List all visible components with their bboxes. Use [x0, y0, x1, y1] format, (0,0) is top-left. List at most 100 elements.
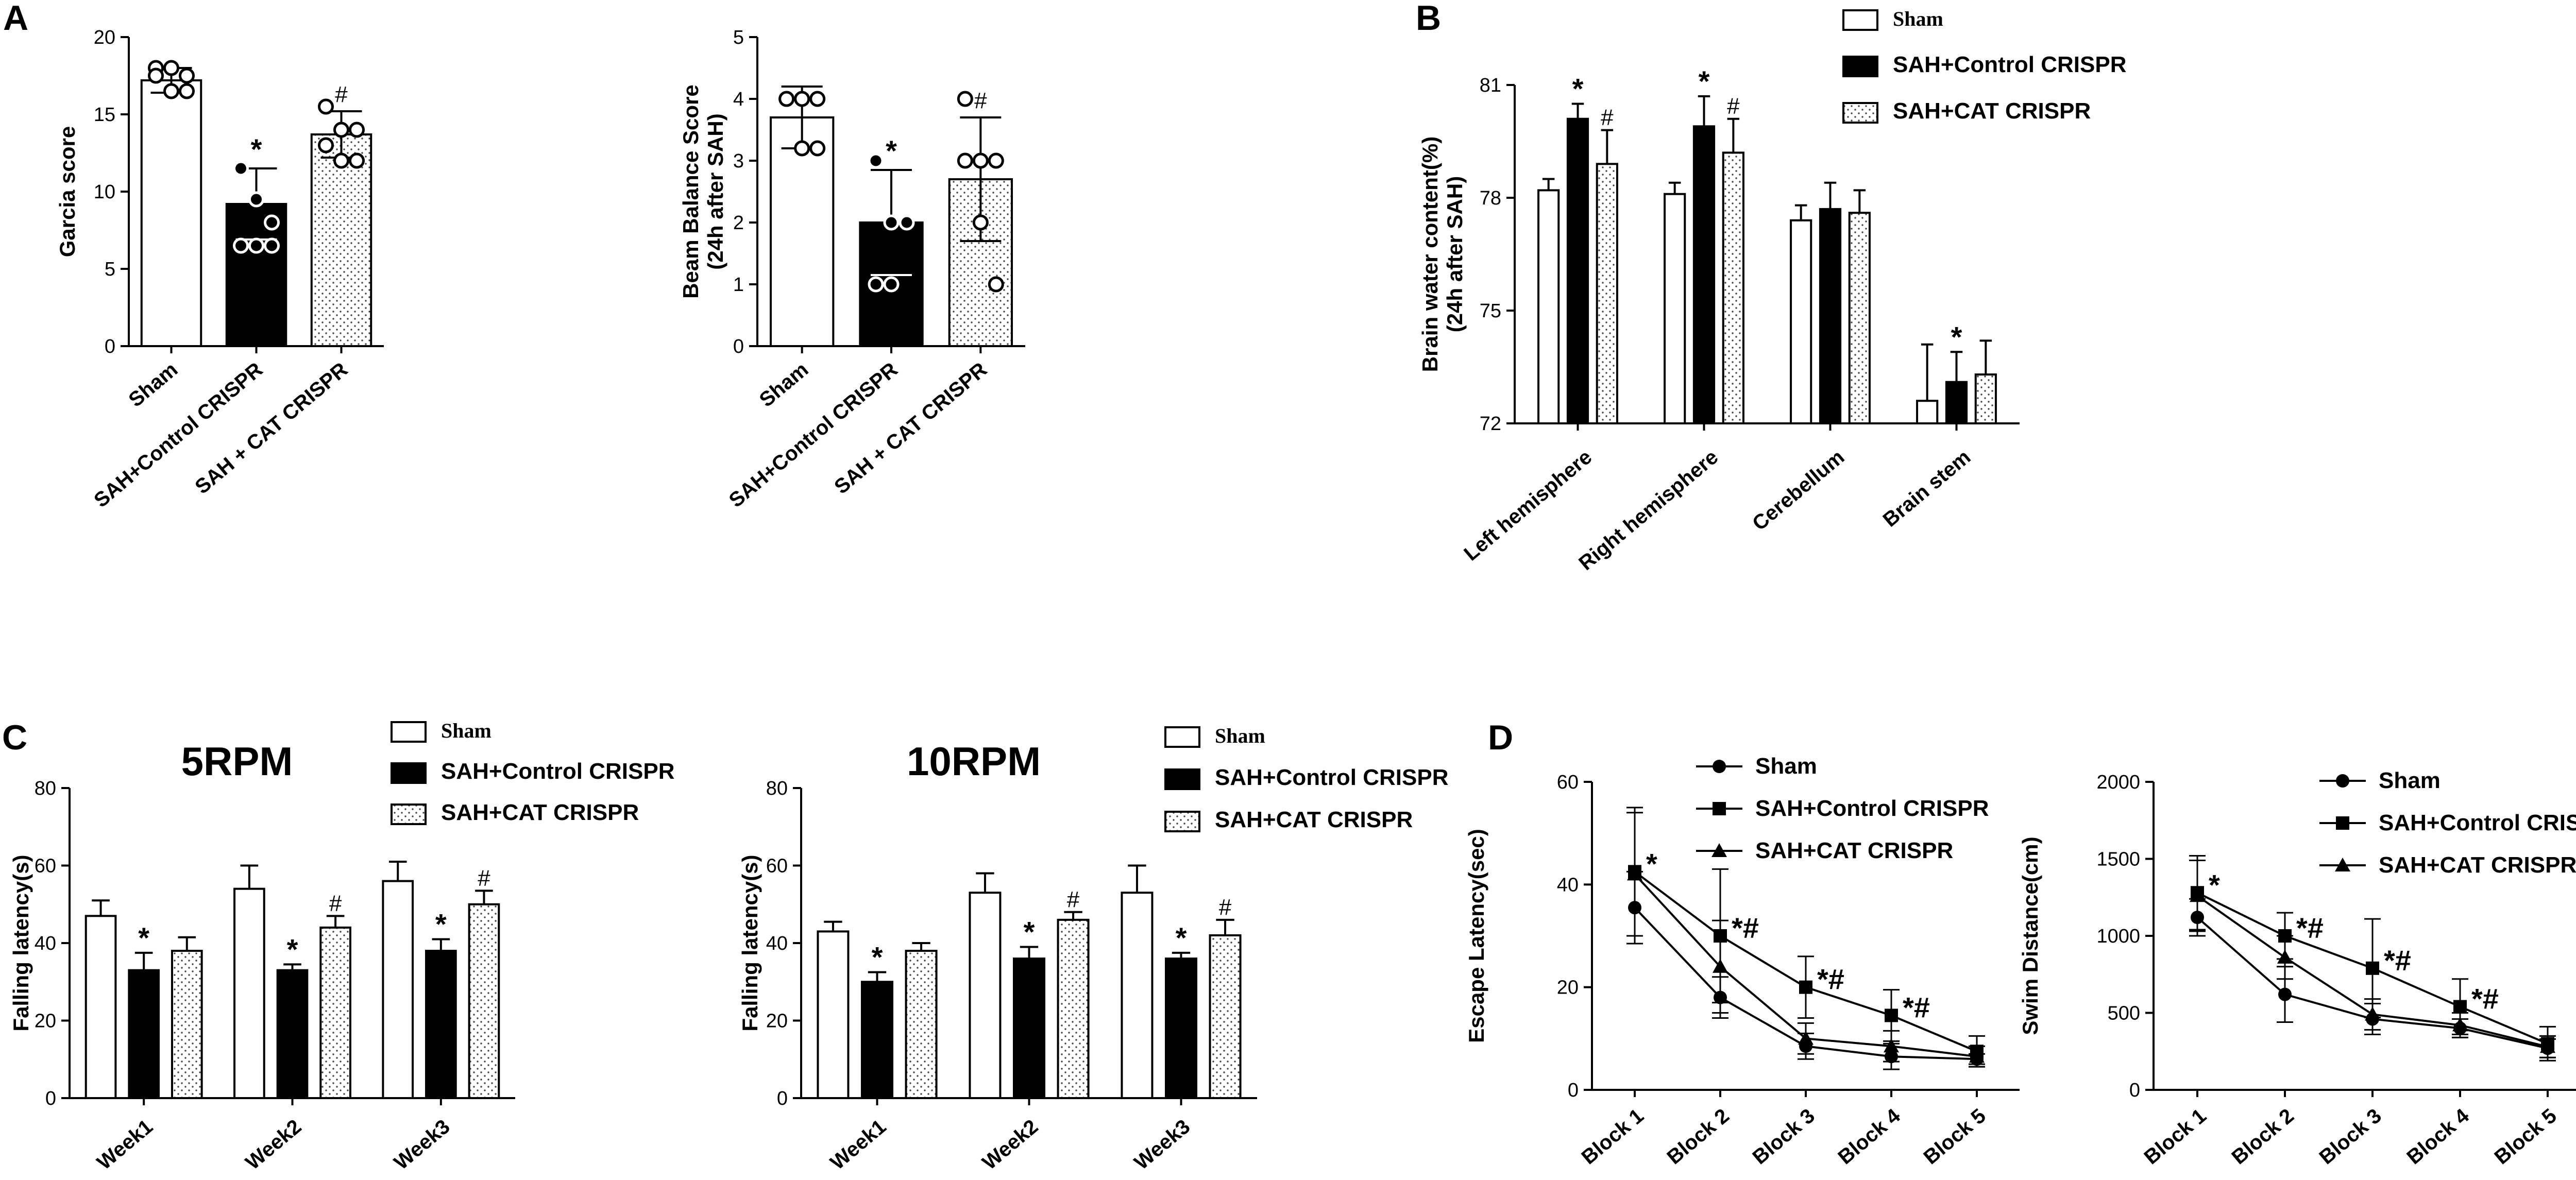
data-point — [794, 140, 810, 157]
y-tick-label: 0 — [2129, 1080, 2140, 1101]
y-axis-label-2: (24h after SAH) — [1443, 176, 1467, 332]
data-point — [1799, 980, 1812, 994]
data-point — [2277, 949, 2293, 964]
chart-brain-water: 72 75 78 81 Brain water content(%) (24h after… — [1418, 65, 2020, 575]
x-tick-label: Week2 — [978, 1115, 1042, 1174]
significance-mark: * — [1699, 65, 1710, 97]
data-point — [233, 237, 249, 254]
y-tick-label: 72 — [1480, 413, 1501, 435]
data-point — [988, 152, 1004, 169]
data-point — [333, 122, 349, 138]
significance-mark: * — [2209, 868, 2220, 901]
data-point — [883, 214, 900, 231]
legend-swatch — [1842, 9, 1878, 31]
legend-swatch — [1164, 726, 1200, 748]
y-tick-label: 20 — [35, 1011, 56, 1032]
data-point — [1885, 1008, 1898, 1022]
data-point — [778, 91, 795, 107]
legend-marker — [1713, 760, 1726, 773]
bar — [1537, 189, 1560, 424]
data-point — [1627, 866, 1642, 881]
bar — [276, 969, 309, 1100]
x-tick-label: Block 1 — [2140, 1104, 2210, 1169]
y-axis-label: Falling latency(s) — [9, 854, 33, 1031]
bar — [233, 887, 265, 1100]
significance-mark: # — [1601, 105, 1614, 130]
data-point — [318, 98, 334, 115]
data-point — [957, 152, 973, 169]
legend-label-sham: Sham — [1893, 7, 1943, 30]
y-tick-label: 60 — [35, 856, 56, 877]
x-tick-label: Block 5 — [1919, 1104, 1990, 1169]
legend-swatch — [1842, 56, 1878, 77]
y-tick-label: 20 — [766, 1011, 788, 1032]
x-tick-label: SAH+Control CRISPR — [90, 358, 267, 512]
data-point — [868, 276, 884, 293]
data-point — [179, 83, 195, 99]
y-tick-label: 0 — [45, 1088, 56, 1109]
bar — [1790, 219, 1812, 424]
chart-escape-latency: 0 20 40 60 Escape Latency(sec) * *# *# *# Block 1… — [1464, 772, 2020, 1169]
bar — [1848, 212, 1871, 424]
data-point — [2366, 961, 2379, 975]
y-axis-label: Escape Latency(sec) — [1464, 829, 1488, 1043]
chart-garcia-score: 0 5 10 15 20 Garcia score Sham * SAH+Control CRI… — [55, 27, 384, 512]
data-point — [349, 152, 365, 169]
x-tick-label: Week1 — [93, 1115, 157, 1174]
y-tick-label: 0 — [105, 336, 115, 357]
y-tick-label: 20 — [94, 27, 115, 48]
legend-swatch — [391, 762, 427, 784]
y-axis-label: Brain water content(%) — [1418, 136, 1442, 372]
y-tick-label: 2 — [733, 212, 744, 234]
y-tick-label: 20 — [1557, 977, 1579, 999]
significance-mark: # — [1727, 94, 1740, 119]
data-point — [883, 276, 900, 293]
bar — [1819, 208, 1842, 424]
significance-mark: * — [287, 933, 298, 965]
y-tick-label: 3 — [733, 150, 744, 172]
significance-mark: * — [886, 134, 897, 167]
data-point — [1798, 1031, 1814, 1045]
significance-mark: *# — [2471, 983, 2499, 1015]
x-tick-label: Brain stem — [1879, 446, 1975, 532]
y-tick-label: 81 — [1480, 75, 1501, 96]
y-axis-label: Falling latency(s) — [738, 854, 762, 1031]
legend-swatch — [1164, 768, 1200, 790]
chart-title: 10RPM — [907, 739, 1041, 784]
data-point — [899, 214, 915, 231]
significance-mark: * — [1024, 916, 1035, 948]
y-axis-label: Beam Balance Score — [679, 84, 703, 299]
legend-label-control: SAH+Control CRISPR — [1215, 765, 1448, 790]
data-point — [318, 137, 334, 153]
x-tick-label: Block 3 — [1748, 1104, 1819, 1169]
y-tick-label: 40 — [35, 933, 56, 954]
y-tick-label: 60 — [1557, 772, 1579, 793]
y-tick-label: 1000 — [2096, 926, 2140, 947]
data-point — [163, 60, 179, 76]
significance-mark: * — [435, 908, 447, 940]
legend-marker — [2336, 774, 2349, 788]
significance-mark: * — [1951, 320, 1962, 353]
bar — [1664, 193, 1686, 424]
y-tick-label: 4 — [733, 89, 744, 110]
bar — [969, 892, 1002, 1100]
x-tick-label: Cerebellum — [1748, 446, 1849, 535]
bar — [319, 926, 351, 1100]
data-point — [179, 67, 195, 84]
bar — [382, 880, 414, 1099]
legend-label-cat: SAH+CAT CRISPR — [441, 800, 639, 825]
x-tick-label: Block 1 — [1577, 1104, 1648, 1169]
data-point — [163, 83, 179, 99]
y-tick-label: 75 — [1480, 300, 1501, 322]
x-tick-label: Left hemisphere — [1460, 446, 1596, 565]
y-tick-label: 15 — [94, 104, 115, 126]
legend-marker — [1713, 802, 1726, 815]
significance-mark: *# — [1817, 963, 1844, 996]
bar — [1722, 151, 1744, 424]
legend-label-sham: Sham — [2379, 768, 2441, 793]
data-point — [2190, 888, 2205, 902]
data-point — [2453, 1000, 2467, 1014]
data-point — [1713, 959, 1728, 973]
chart-title: 5RPM — [181, 739, 293, 784]
data-point — [972, 214, 989, 231]
